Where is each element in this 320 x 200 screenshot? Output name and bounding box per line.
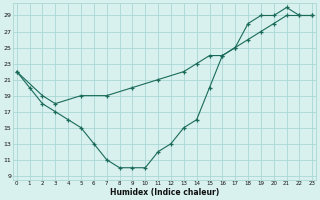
X-axis label: Humidex (Indice chaleur): Humidex (Indice chaleur)	[110, 188, 219, 197]
